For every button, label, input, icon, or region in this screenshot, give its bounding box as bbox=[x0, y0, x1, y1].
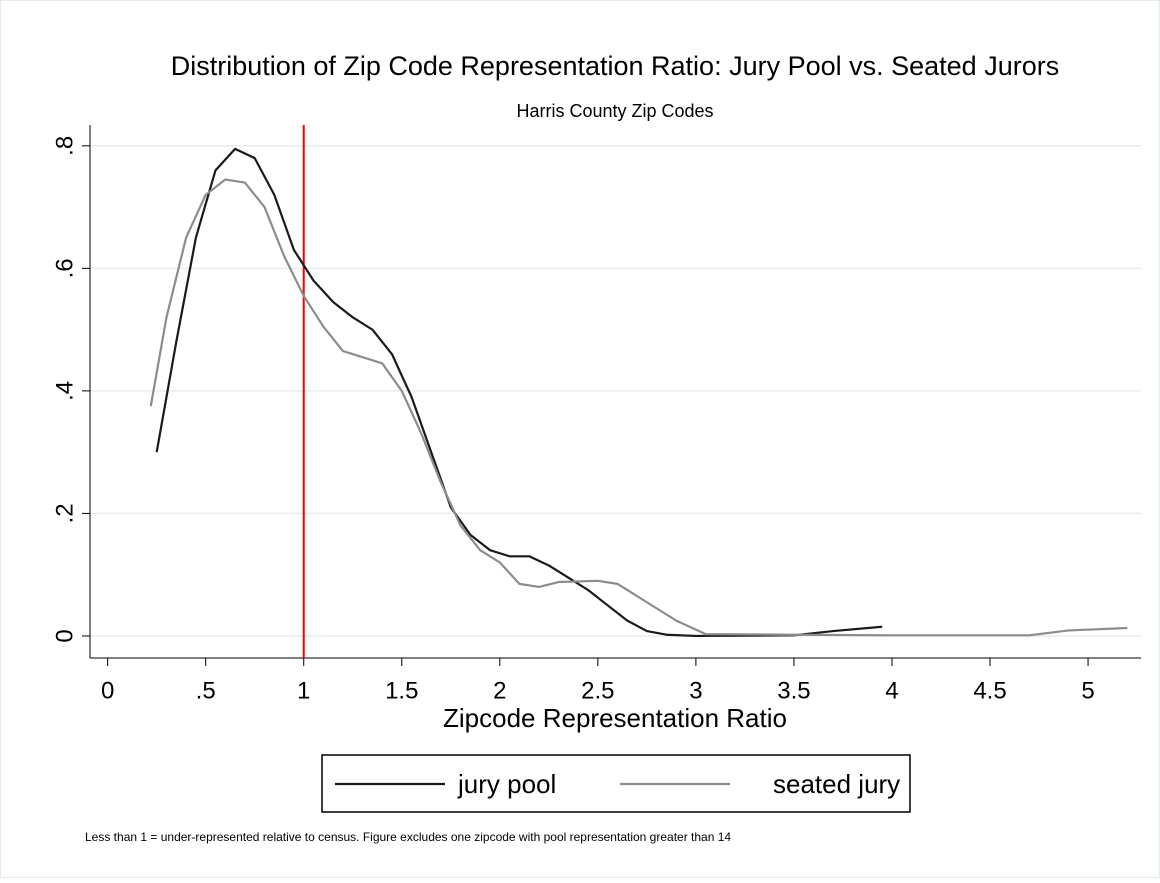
y-tick-label: .2 bbox=[51, 503, 78, 523]
y-tick-label: .6 bbox=[51, 258, 78, 278]
chart-subtitle: Harris County Zip Codes bbox=[516, 101, 713, 121]
x-tick-label: 2 bbox=[493, 677, 506, 704]
chart-title: Distribution of Zip Code Representation … bbox=[171, 51, 1059, 81]
x-tick-label: 5 bbox=[1081, 677, 1094, 704]
x-tick-label: 4 bbox=[885, 677, 898, 704]
x-tick-label: 3.5 bbox=[777, 677, 810, 704]
x-tick-label: 0 bbox=[101, 677, 114, 704]
y-tick-label: .8 bbox=[51, 136, 78, 156]
y-tick-label: .4 bbox=[51, 381, 78, 401]
y-tick-label: 0 bbox=[51, 629, 78, 642]
x-tick-label: 3 bbox=[689, 677, 702, 704]
x-tick-label: 4.5 bbox=[973, 677, 1006, 704]
legend-label: seated jury bbox=[773, 769, 900, 799]
x-tick-label: .5 bbox=[196, 677, 216, 704]
x-axis-label: Zipcode Representation Ratio bbox=[443, 703, 787, 733]
data-line bbox=[155, 147, 883, 638]
x-tick-label: 1 bbox=[297, 677, 310, 704]
footnote: Less than 1 = under-represented relative… bbox=[85, 830, 731, 844]
x-tick-label: 2.5 bbox=[581, 677, 614, 704]
x-tick-label: 1.5 bbox=[385, 677, 418, 704]
legend-label: jury pool bbox=[457, 769, 556, 799]
data-line bbox=[149, 178, 1128, 637]
